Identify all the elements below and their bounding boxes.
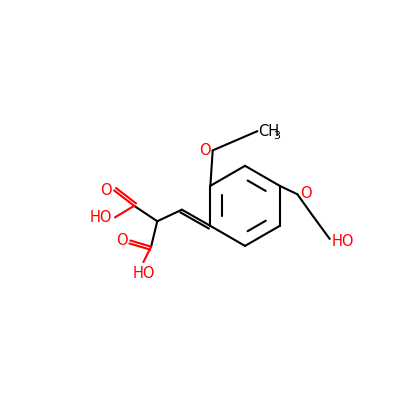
Text: HO: HO xyxy=(132,266,155,281)
Text: HO: HO xyxy=(332,234,354,249)
Text: 3: 3 xyxy=(273,131,280,141)
Text: HO: HO xyxy=(89,210,112,225)
Text: O: O xyxy=(300,186,311,201)
Text: O: O xyxy=(199,143,210,158)
Text: O: O xyxy=(116,233,128,248)
Text: CH: CH xyxy=(258,124,279,139)
Text: O: O xyxy=(100,183,112,198)
